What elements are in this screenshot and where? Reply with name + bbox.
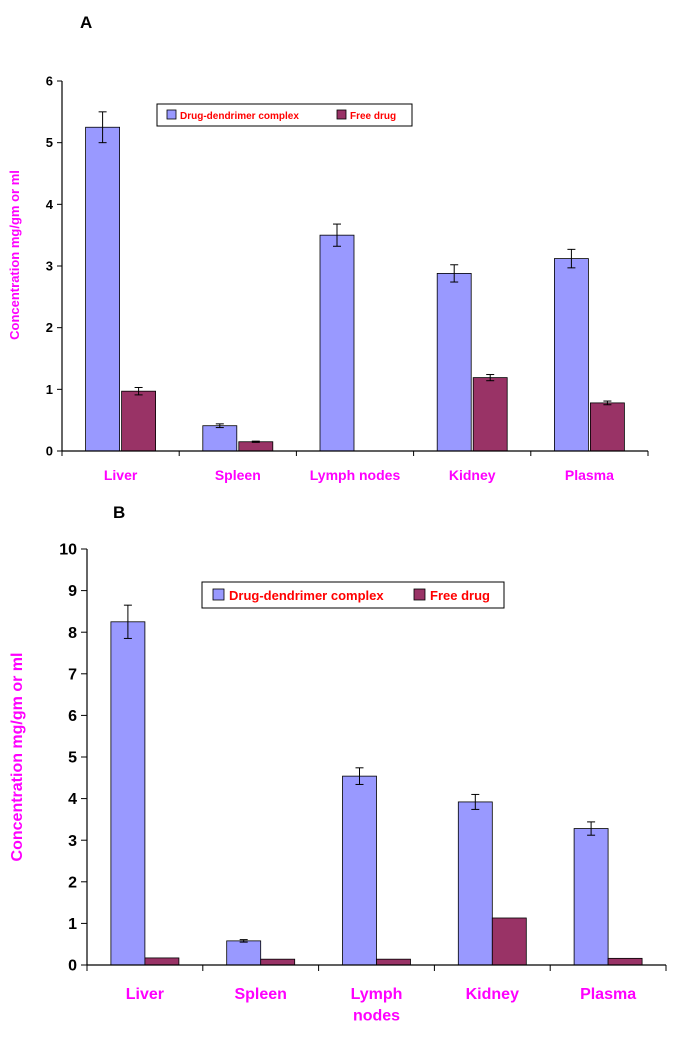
y-tick-label-a-4: 4 <box>46 197 54 212</box>
error-bar-b-s0-c0 <box>123 604 132 639</box>
legend-a: Drug-dendrimer complex Free drug <box>156 103 413 127</box>
error-bar-b-s0-c1 <box>239 939 248 943</box>
bar-a-s1-c0 <box>121 390 156 452</box>
y-tick-label-a-3: 3 <box>46 259 53 274</box>
chart-panel-a: A Concentration mg/gm or ml Drug-dendrim… <box>7 13 649 483</box>
y-tick-label-a-2: 2 <box>46 320 53 335</box>
panel-label-a: A <box>80 13 92 32</box>
bar-b-s1-c0 <box>144 957 180 966</box>
y-tick-label-b-10: 10 <box>59 542 77 559</box>
error-bar-a-s1-c0 <box>134 386 143 396</box>
bar-a-s0-c3 <box>436 272 472 452</box>
y-axis-label-b: Concentration mg/gm or ml <box>9 653 26 862</box>
legend-label-b-1: Free drug <box>430 588 490 603</box>
bar-a-s0-c1 <box>202 425 238 452</box>
bar-a-s1-c1 <box>238 441 274 452</box>
y-tick-label-b-9: 9 <box>68 583 77 600</box>
panel-label-b: B <box>113 503 125 522</box>
legend-frame-b <box>201 581 505 609</box>
error-bar-a-s1-c3 <box>486 374 495 382</box>
bar-a-s0-c0 <box>85 126 120 452</box>
legend-swatch-b-0 <box>212 588 225 601</box>
y-tick-label-b-3: 3 <box>68 833 77 850</box>
bar-b-s0-c1 <box>226 940 262 966</box>
category-label-a-0: Liver <box>104 467 138 483</box>
y-tick-label-b-6: 6 <box>68 708 77 725</box>
bar-a-s1-c4 <box>590 402 625 452</box>
y-tick-label-b-2: 2 <box>68 874 77 891</box>
category-label-b-0: Liver <box>126 986 164 1003</box>
bar-b-s1-c1 <box>260 958 296 966</box>
legend-swatch-a-0 <box>166 109 177 120</box>
legend-swatch-b-1 <box>413 588 426 601</box>
error-bar-a-s0-c0 <box>98 111 107 144</box>
y-tick-label-b-7: 7 <box>68 666 77 683</box>
y-tick-label-b-1: 1 <box>68 916 77 933</box>
error-bar-a-s0-c3 <box>450 264 459 283</box>
error-bar-a-s0-c4 <box>567 248 576 269</box>
error-bar-a-s0-c2 <box>333 223 341 247</box>
y-tick-label-a-5: 5 <box>46 135 53 150</box>
error-bar-a-s1-c4 <box>603 400 612 406</box>
legend-label-a-1: Free drug <box>350 111 396 122</box>
legend-label-a-0: Drug-dendrimer complex <box>180 111 299 122</box>
bar-b-s1-c4 <box>607 957 643 966</box>
bar-b-s0-c4 <box>573 828 609 966</box>
y-axis-label-a: Concentration mg/gm or ml <box>7 170 22 340</box>
y-tick-label-a-6: 6 <box>46 74 53 89</box>
legend-b: Drug-dendrimer complex Free drug <box>201 581 505 609</box>
category-label-a-2: Lymph nodes <box>310 467 401 483</box>
category-label-b-1: Spleen <box>234 986 286 1003</box>
bar-b-s1-c3 <box>491 917 527 966</box>
error-bar-b-s0-c3 <box>471 793 480 810</box>
bar-b-s0-c2 <box>342 775 377 966</box>
legend-frame-a <box>156 103 413 127</box>
error-bar-b-s0-c2 <box>355 767 364 785</box>
category-label-a-3: Kidney <box>449 467 496 483</box>
y-tick-label-a-1: 1 <box>46 382 53 397</box>
y-tick-label-b-4: 4 <box>68 791 77 808</box>
y-tick-label-a-0: 0 <box>46 444 53 459</box>
bar-a-s1-c3 <box>472 377 508 452</box>
y-tick-label-b-5: 5 <box>68 750 77 767</box>
error-bar-a-s1-c1 <box>251 440 260 443</box>
category-label-a-1: Spleen <box>215 467 261 483</box>
legend-swatch-a-1 <box>336 109 347 120</box>
bar-b-s0-c3 <box>457 801 493 966</box>
y-tick-label-b-0: 0 <box>68 958 77 975</box>
bar-b-s0-c0 <box>110 621 146 966</box>
category-label-b-3: Kidney <box>466 986 519 1003</box>
category-label-b-4: Plasma <box>580 986 636 1003</box>
bar-b-s1-c2 <box>376 958 411 966</box>
category-label-b-2: Lymph nodes <box>351 986 403 1025</box>
error-bar-b-s0-c4 <box>587 821 596 836</box>
y-tick-label-b-8: 8 <box>68 625 77 642</box>
error-bar-a-s0-c1 <box>215 423 224 429</box>
bar-a-s0-c2 <box>319 234 355 452</box>
category-label-a-4: Plasma <box>565 467 614 483</box>
chart-panel-b: B Concentration mg/gm or ml Drug-dendrim… <box>9 503 667 1025</box>
bar-a-s0-c4 <box>554 258 589 452</box>
legend-label-b-0: Drug-dendrimer complex <box>229 588 384 603</box>
